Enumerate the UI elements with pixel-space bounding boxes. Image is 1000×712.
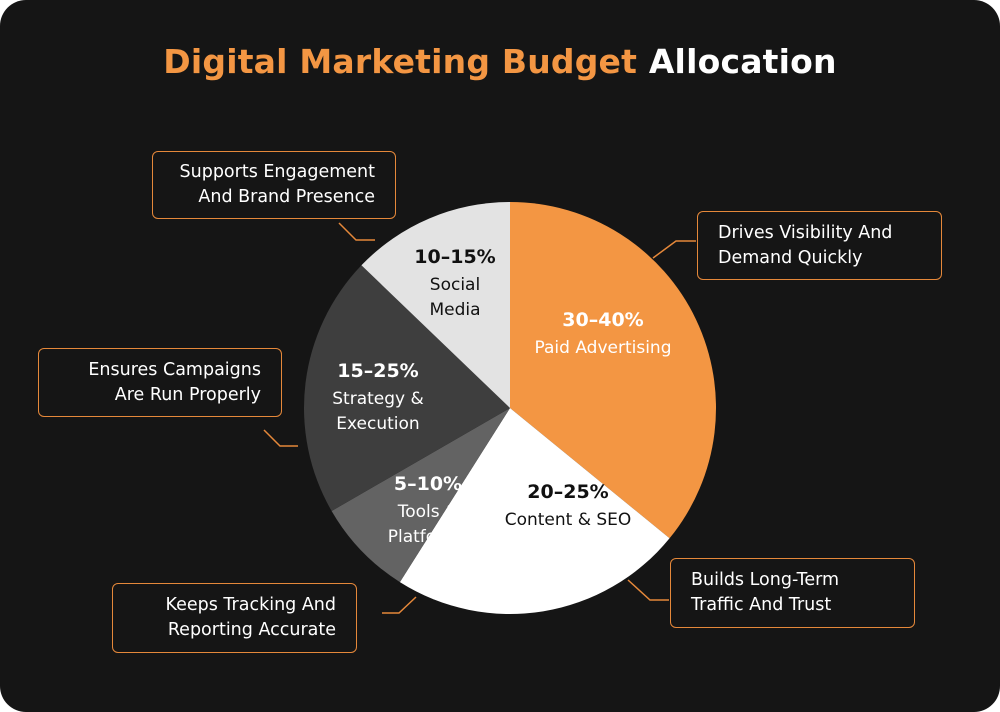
callout-paid-advertising: Drives Visibility And Demand Quickly xyxy=(697,211,942,280)
leader-line-paid-advertising xyxy=(652,240,696,259)
callout-content-seo: Builds Long-Term Traffic And Trust xyxy=(670,558,915,628)
callout-social-media-line-1: Supports Engagement xyxy=(179,162,375,182)
slice-name-strategy-execution-line-1: Strategy & xyxy=(332,389,424,409)
callout-content-seo-line-1: Builds Long-Term xyxy=(691,570,840,590)
chart-title: Digital Marketing Budget Allocation xyxy=(0,42,1000,81)
chart-title-accent: Digital Marketing Budget xyxy=(163,42,638,81)
slice-label-content-seo: 20–25% Content & SEO xyxy=(505,481,632,530)
callout-tools-platforms-line-1: Keeps Tracking And xyxy=(165,595,336,615)
slice-name-social-media-line-2: Media xyxy=(429,300,480,320)
callout-strategy-execution-line-1: Ensures Campaigns xyxy=(88,359,261,380)
callout-strategy-execution-line-2: Are Run Properly xyxy=(114,384,261,405)
callout-paid-advertising-line-1: Drives Visibility And xyxy=(718,222,893,243)
slice-range-paid-advertising: 30–40% xyxy=(562,309,643,331)
leader-line-social-media xyxy=(338,222,375,241)
slice-name-tools-platforms-line-2: Platforms xyxy=(388,527,469,547)
callout-social-media-line-2: And Brand Presence xyxy=(198,187,375,207)
pie-slice-paid-advertising xyxy=(510,202,716,539)
callout-paid-advertising-line-2: Demand Quickly xyxy=(718,247,863,268)
slice-name-social-media-line-1: Social xyxy=(430,275,480,295)
callout-content-seo-line-2: Traffic And Trust xyxy=(691,595,832,615)
leader-line-tools-platforms xyxy=(382,596,417,614)
slice-name-strategy-execution-line-2: Execution xyxy=(336,414,419,434)
callout-strategy-execution: Ensures Campaigns Are Run Properly xyxy=(38,348,282,417)
callout-social-media: Supports Engagement And Brand Presence xyxy=(152,151,396,219)
slice-label-paid-advertising: 30–40% Paid Advertising xyxy=(535,309,672,358)
slice-range-strategy-execution: 15–25% xyxy=(337,360,418,382)
leader-line-strategy-execution xyxy=(263,429,298,447)
slice-name-content-seo-line-1: Content & SEO xyxy=(505,510,632,530)
slice-label-tools-platforms: 5–10% Tools & Platforms xyxy=(388,473,469,547)
slice-label-social-media: 10–15% Social Media xyxy=(414,246,495,320)
slice-range-social-media: 10–15% xyxy=(414,246,495,268)
chart-title-plain: Allocation xyxy=(648,42,837,81)
pie-slice-strategy-execution xyxy=(303,265,510,511)
pie-slice-content-seo xyxy=(399,408,670,614)
callout-tools-platforms-line-2: Reporting Accurate xyxy=(167,620,336,640)
callout-tools-platforms: Keeps Tracking And Reporting Accurate xyxy=(112,583,357,653)
slice-label-strategy-execution: 15–25% Strategy & Execution xyxy=(332,360,424,434)
slice-range-tools-platforms: 5–10% xyxy=(394,473,462,495)
leader-line-content-seo xyxy=(627,579,669,601)
slice-range-content-seo: 20–25% xyxy=(527,481,608,503)
pie-slice-social-media xyxy=(361,202,510,408)
slice-name-paid-advertising-line-1: Paid Advertising xyxy=(535,338,672,358)
pie-slice-tools-platforms xyxy=(331,408,510,583)
slice-name-tools-platforms-line-1: Tools & xyxy=(397,502,459,522)
